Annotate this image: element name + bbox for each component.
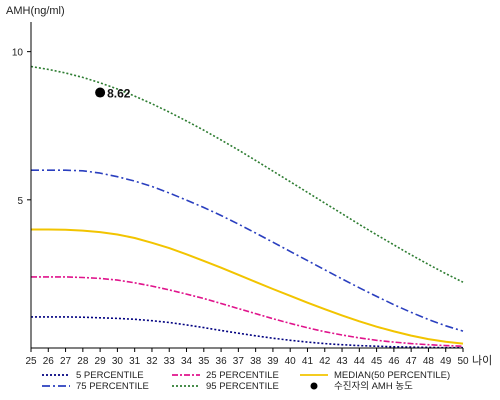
x-tick-label: 41 xyxy=(302,356,314,367)
x-tick-label: 30 xyxy=(112,356,124,367)
x-tick-label: 37 xyxy=(233,356,245,367)
legend-marker xyxy=(310,382,318,390)
x-tick-label: 33 xyxy=(164,356,176,367)
x-tick-label: 50 xyxy=(457,356,469,367)
legend-label: 5 PERCENTILE xyxy=(76,370,144,381)
legend-label: 95 PERCENTILE xyxy=(206,381,279,392)
point-layer: 8.62 xyxy=(95,87,131,101)
x-tick-label: 45 xyxy=(371,356,383,367)
series-line xyxy=(31,169,464,332)
legend-label: 75 PERCENTILE xyxy=(76,381,149,392)
legend-item: 75 PERCENTILE xyxy=(42,381,149,392)
x-tick-label: 35 xyxy=(198,356,210,367)
legend-label: MEDIAN(50 PERCENTILE) xyxy=(334,370,450,381)
x-tick-label: 36 xyxy=(216,356,228,367)
x-tick-label: 48 xyxy=(423,356,435,367)
x-tick-label: 47 xyxy=(406,356,418,367)
x-tick-label: 29 xyxy=(95,356,107,367)
x-axis-label: 나이 xyxy=(472,354,492,367)
series-line xyxy=(31,316,463,349)
series-line xyxy=(31,228,464,345)
legend: 5 PERCENTILE 25 PERCENTILE MEDIAN(50 PERCE… xyxy=(42,370,450,392)
x-tick-label: 27 xyxy=(60,356,72,367)
legend-item: 수진자의 AMH 농도 xyxy=(310,381,413,392)
legend-item: 95 PERCENTILE xyxy=(172,381,279,392)
series-layer xyxy=(30,65,464,349)
x-tick-label: 28 xyxy=(77,356,89,367)
x-tick-label: 26 xyxy=(43,356,55,367)
series-line xyxy=(30,65,464,283)
x-tick-label: 34 xyxy=(181,356,193,367)
legend-label: 수진자의 AMH 농도 xyxy=(334,381,413,392)
x-tick-label: 38 xyxy=(250,356,262,367)
x-tick-label: 31 xyxy=(129,356,141,367)
axes: AMH(ng/ml) 나이 5 10 25 26 27 28 29 30 31 32 33 34 35 3… xyxy=(6,5,492,367)
x-tick-label: 25 xyxy=(25,356,37,367)
y-tick-label: 5 xyxy=(17,196,23,207)
y-tick-label: 10 xyxy=(12,48,24,59)
x-tick-label: 40 xyxy=(285,356,297,367)
x-tick-label: 32 xyxy=(146,356,158,367)
x-tick-label: 44 xyxy=(354,356,366,367)
x-tick-label: 42 xyxy=(319,356,331,367)
legend-item: MEDIAN(50 PERCENTILE) xyxy=(300,370,450,381)
legend-item: 5 PERCENTILE xyxy=(42,370,144,381)
series-line xyxy=(31,276,464,347)
x-tick-label: 43 xyxy=(336,356,348,367)
x-tick-label: 46 xyxy=(388,356,400,367)
patient-amh-value-label: 8.62 xyxy=(107,87,131,101)
x-tick-label: 39 xyxy=(267,356,279,367)
legend-label: 25 PERCENTILE xyxy=(206,370,279,381)
x-tick-label: 49 xyxy=(440,356,452,367)
patient-amh-point xyxy=(95,87,106,98)
y-axis-label: AMH(ng/ml) xyxy=(6,5,65,17)
legend-item: 25 PERCENTILE xyxy=(172,370,279,381)
